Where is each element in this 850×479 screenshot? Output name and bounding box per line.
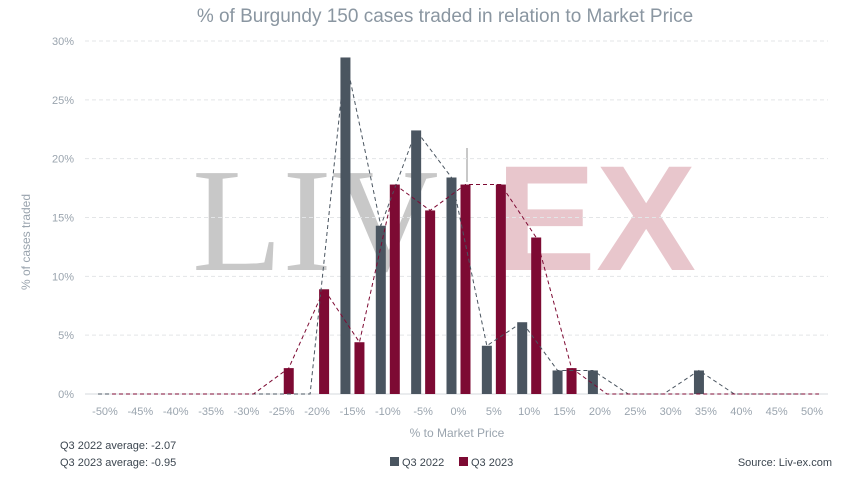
trend-lines bbox=[98, 57, 819, 395]
bar-q3-2022 bbox=[517, 322, 528, 394]
x-tick-label: 40% bbox=[730, 406, 752, 418]
legend-swatch-q3-2023 bbox=[459, 457, 468, 466]
x-tick-label: -50% bbox=[92, 406, 118, 418]
y-tick-label: 25% bbox=[52, 95, 74, 107]
x-tick-label: -15% bbox=[340, 406, 366, 418]
bar-q3-2022 bbox=[552, 370, 563, 394]
x-tick-label: -45% bbox=[128, 406, 154, 418]
x-tick-label: 20% bbox=[589, 406, 611, 418]
x-axis-ticks: -50% -45% -40% -35% -30% -25% -20% -15% -10% -5% 0… bbox=[92, 406, 823, 418]
x-tick-label: 35% bbox=[695, 406, 717, 418]
legend: Q3 2022 Q3 2023 bbox=[390, 457, 513, 469]
bar-q3-2023 bbox=[319, 289, 330, 394]
bar-q3-2022 bbox=[446, 177, 457, 394]
watermark-liv: LIV bbox=[192, 139, 439, 303]
bars bbox=[283, 57, 704, 395]
x-tick-label: -25% bbox=[269, 406, 295, 418]
legend-label-q3-2023: Q3 2023 bbox=[471, 457, 513, 469]
liv-ex-watermark: LIV EX bbox=[192, 134, 696, 303]
x-tick-label: -20% bbox=[304, 406, 330, 418]
x-tick-label: 10% bbox=[518, 406, 540, 418]
x-tick-label: 30% bbox=[660, 406, 682, 418]
y-tick-label: 30% bbox=[52, 36, 74, 48]
y-tick-label: 10% bbox=[52, 271, 74, 283]
bar-q3-2023 bbox=[389, 184, 400, 394]
x-tick-label: 5% bbox=[486, 406, 502, 418]
bar-q3-2022 bbox=[411, 130, 422, 394]
x-tick-label: 45% bbox=[766, 406, 788, 418]
x-tick-label: -35% bbox=[198, 406, 224, 418]
y-tick-label: 0% bbox=[58, 389, 74, 401]
bar-q3-2022 bbox=[587, 370, 598, 394]
bar-q3-2022 bbox=[375, 225, 386, 394]
bar-q3-2023 bbox=[425, 210, 436, 394]
average-2023-note: Q3 2023 average: -0.95 bbox=[60, 457, 176, 469]
bar-q3-2022 bbox=[693, 370, 704, 394]
x-tick-label: 0% bbox=[451, 406, 467, 418]
y-axis-label: % of cases traded bbox=[19, 194, 33, 290]
bar-q3-2023 bbox=[354, 342, 365, 394]
bar-q3-2023 bbox=[566, 368, 577, 394]
chart-title: % of Burgundy 150 cases traded in relati… bbox=[197, 6, 693, 27]
bar-q3-2023 bbox=[531, 237, 542, 394]
y-tick-label: 20% bbox=[52, 154, 74, 166]
average-2022-note: Q3 2022 average: -2.07 bbox=[60, 440, 176, 452]
bar-q3-2022 bbox=[340, 57, 351, 395]
bar-q3-2023 bbox=[495, 184, 506, 394]
x-tick-label: 15% bbox=[554, 406, 576, 418]
x-tick-label: -40% bbox=[163, 406, 189, 418]
x-tick-label: 50% bbox=[801, 406, 823, 418]
x-tick-label: -10% bbox=[375, 406, 401, 418]
x-axis-label: % to Market Price bbox=[410, 426, 505, 440]
bar-q3-2023 bbox=[283, 368, 294, 394]
x-tick-label: 25% bbox=[624, 406, 646, 418]
source-note: Source: Liv-ex.com bbox=[738, 457, 832, 469]
legend-swatch-q3-2022 bbox=[390, 457, 399, 466]
x-tick-label: -5% bbox=[413, 406, 433, 418]
trend-line-q3-2023 bbox=[112, 183, 819, 395]
bar-q3-2022 bbox=[481, 345, 492, 394]
bar-q3-2023 bbox=[460, 184, 471, 394]
x-tick-label: -30% bbox=[234, 406, 260, 418]
y-axis-ticks: 0% 5% 10% 15% 20% 25% 30% bbox=[52, 36, 74, 401]
legend-label-q3-2022: Q3 2022 bbox=[402, 457, 444, 469]
trend-line-q3-2022 bbox=[98, 57, 805, 395]
y-tick-label: 15% bbox=[52, 213, 74, 225]
y-tick-label: 5% bbox=[58, 330, 74, 342]
